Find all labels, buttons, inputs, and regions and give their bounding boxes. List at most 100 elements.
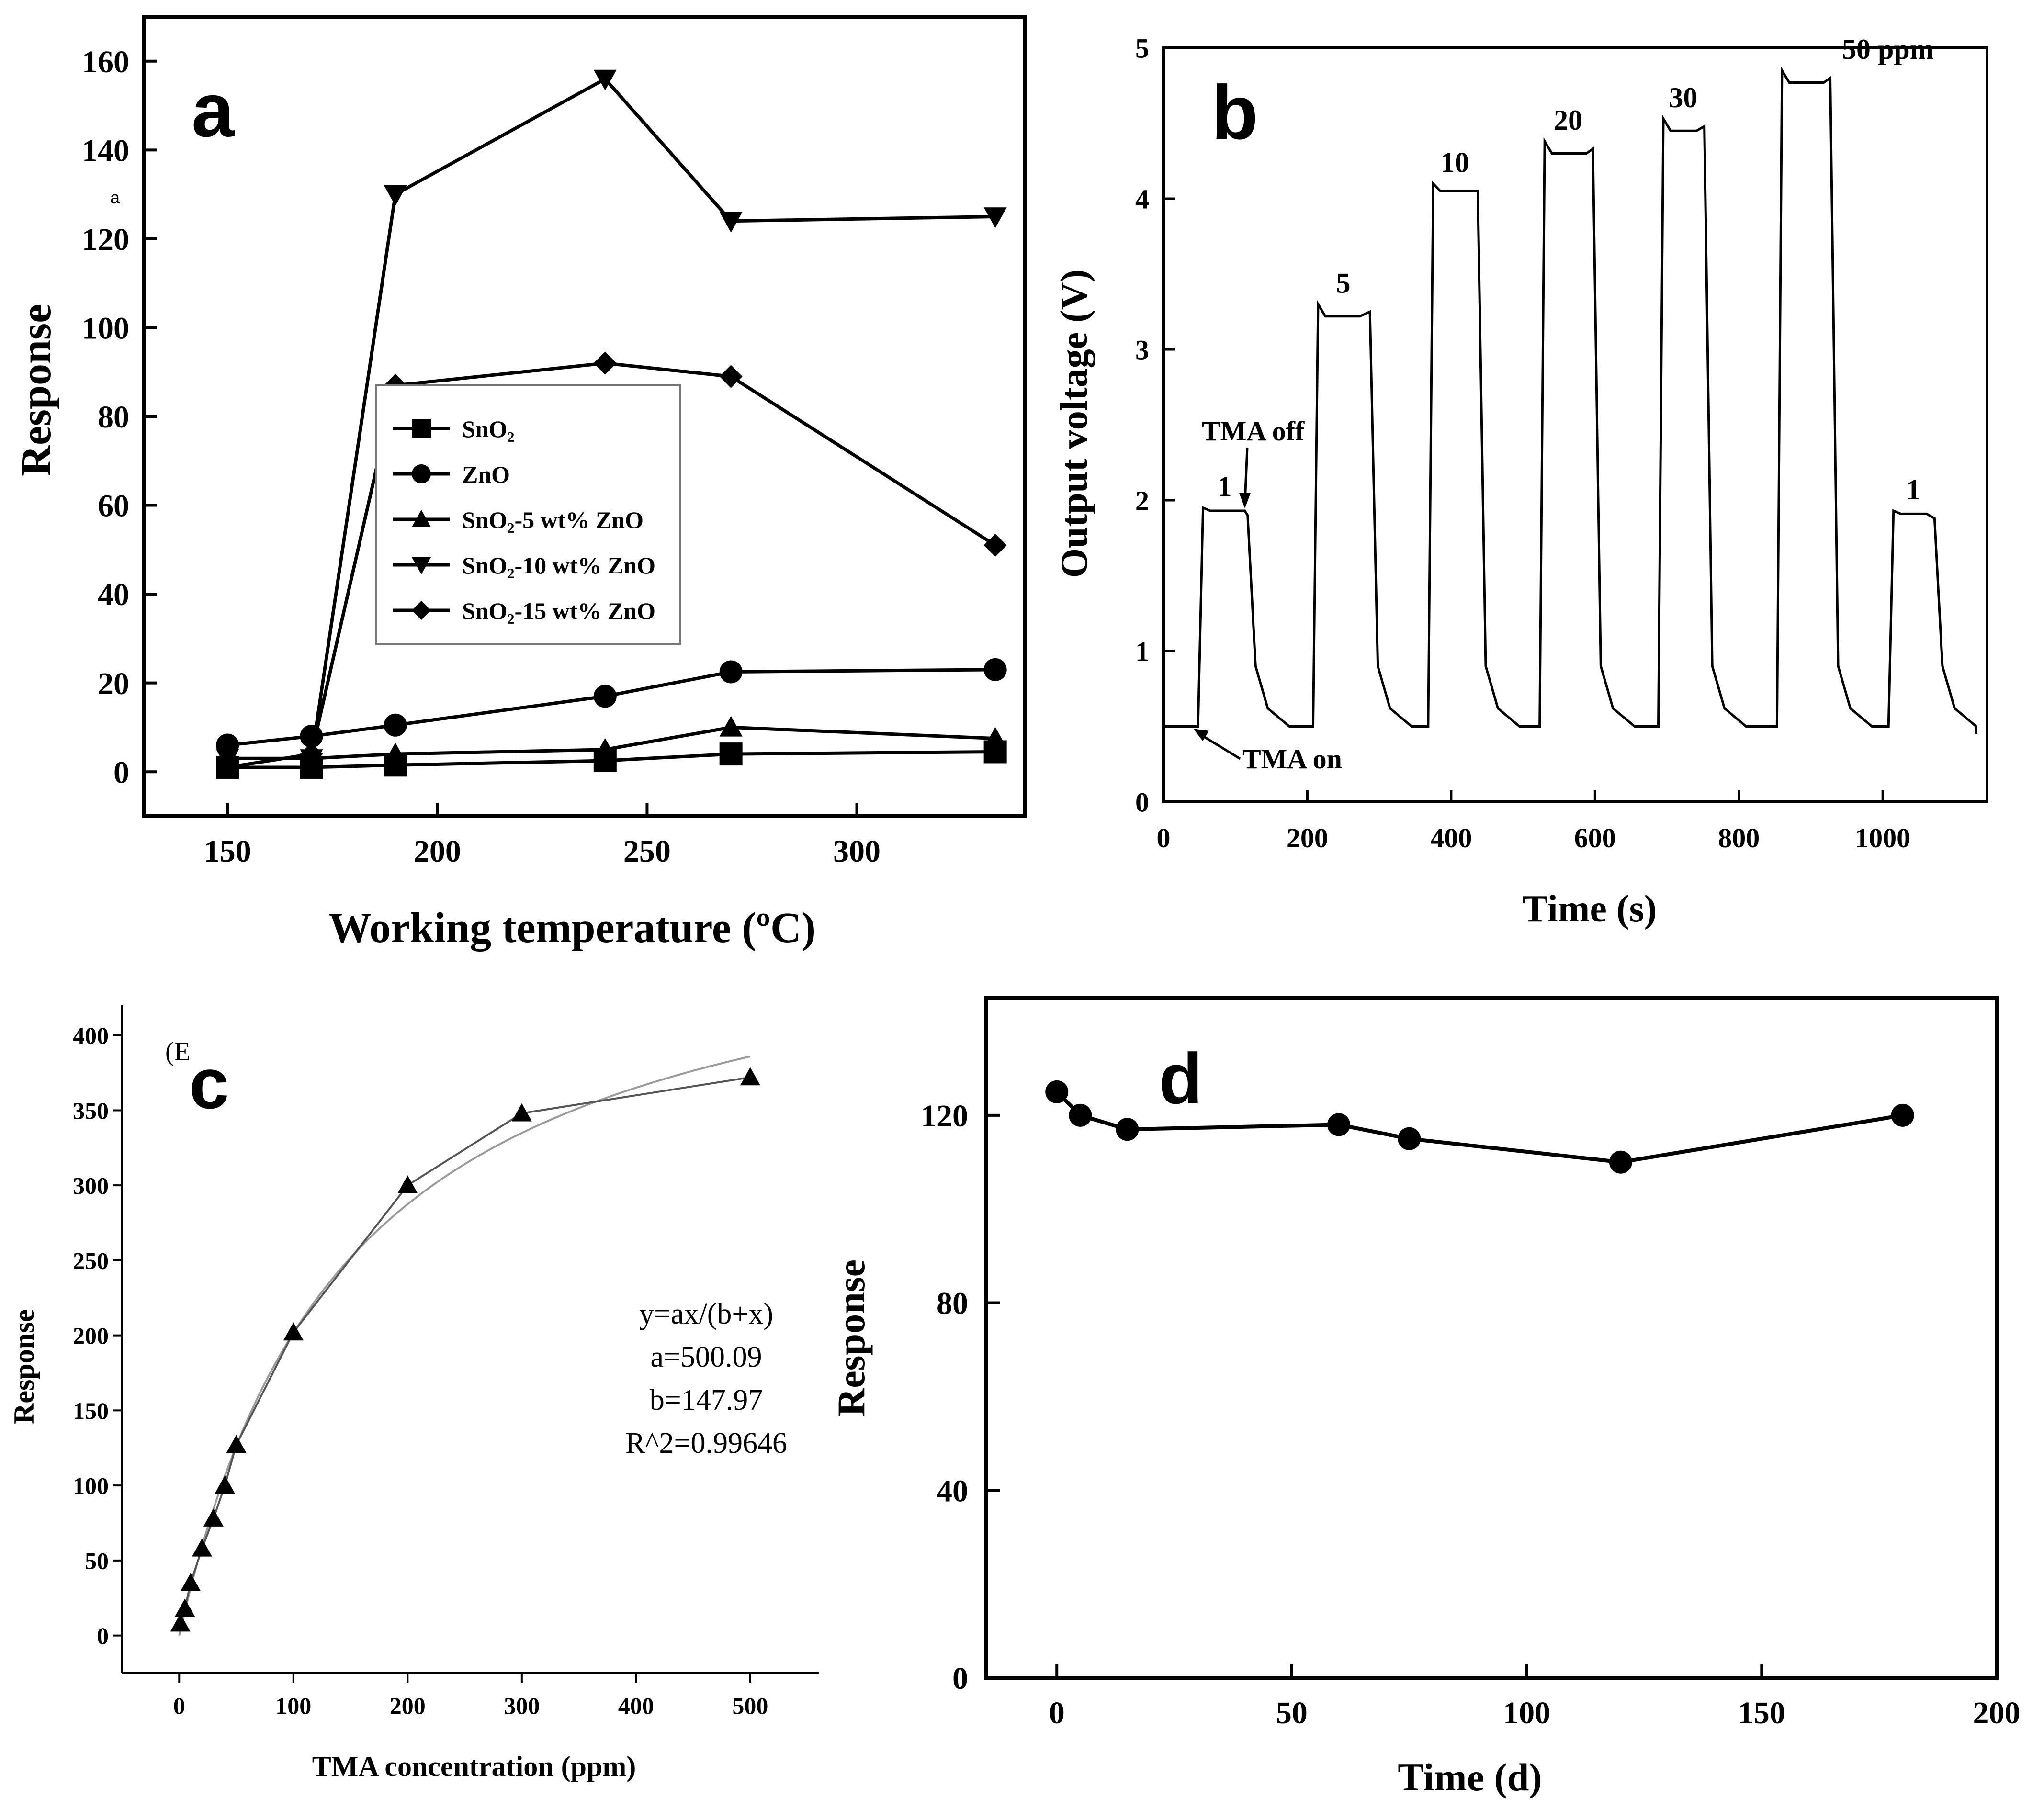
panel-b-pulse-label: 1 [1906, 474, 1920, 506]
panel-b-y-tick-label: 1 [1135, 636, 1149, 667]
panel-a-point [384, 742, 407, 764]
panel-a-legend-marker [412, 464, 431, 483]
panel-b-pulse-label: 5 [1336, 267, 1351, 299]
panel-c-point [226, 1435, 247, 1453]
panel-a-y-tick-label: 160 [82, 45, 129, 79]
panel-d-xlabel: Time (d) [1398, 1755, 1542, 1799]
panel-b-arrowhead-tma-on [1193, 729, 1209, 741]
panel-d-label: d [1159, 1038, 1203, 1119]
panel-a-legend-marker [412, 510, 431, 527]
panel-d-marks [1045, 1080, 1914, 1174]
panel-b-trace [1163, 66, 1977, 734]
panel-a-ylabel: Response [12, 304, 60, 476]
panel-c-point [203, 1508, 224, 1527]
panel-a-y-tick-label: 60 [98, 489, 129, 524]
panel-a-y-tick-label: 0 [113, 755, 129, 790]
panel-b-y-tick-label: 4 [1135, 183, 1149, 214]
panel-d-x-tick-label: 0 [1049, 1696, 1065, 1730]
panel-d-x-tick-label: 50 [1276, 1696, 1308, 1730]
panel-a-point [384, 185, 407, 206]
panel-c-y-tick-label: 350 [73, 1097, 109, 1124]
panel-a-xticks: 150 200 250 300 [204, 803, 881, 869]
panel-a-series-line [227, 668, 995, 747]
panel-c-x-tick-label: 500 [732, 1692, 768, 1719]
panel-c-marks [170, 1067, 760, 1632]
panel-a-legend-label: SnO₂-5 wt% ZnO [462, 506, 644, 533]
panel-a-series-line [227, 361, 996, 769]
panel-a-point [983, 207, 1007, 228]
panel-c-y-tick-label: 50 [85, 1547, 109, 1574]
panel-c-y-tick-label: 150 [73, 1397, 109, 1424]
panel-b-y-tick-label: 2 [1135, 485, 1149, 516]
panel-a-label: a [192, 67, 235, 153]
panel-c-y-tick-label: 200 [73, 1322, 109, 1349]
panel-a-legend: SnO₂ ZnO SnO₂-5 wt% ZnO SnO₂-10 wt% ZnO SnO₂… [375, 384, 681, 645]
panel-c-equation-line: b=147.97 [650, 1384, 763, 1416]
panel-a-legend-marker [412, 601, 431, 620]
panel-b-pulse-label: 1 [1218, 471, 1232, 503]
panel-a-legend-marker [412, 419, 431, 438]
panel-a-point [593, 69, 617, 90]
panel-a-point [983, 727, 1007, 748]
panel-b-x-tick-label: 200 [1287, 822, 1328, 854]
panel-d-point [1891, 1103, 1914, 1127]
panel-a-xlabel: Working temperature (ºC) [328, 904, 816, 952]
panel-c-equation-line: R^2=0.99646 [625, 1427, 787, 1460]
panel-d-y-tick-label: 0 [952, 1661, 968, 1696]
panel-b-voltage-trace [1163, 66, 1977, 734]
panel-b-y-tick-label: 3 [1135, 334, 1149, 365]
panel-b-label: b [1211, 69, 1258, 155]
panel-d-xticks: 0 50 100 150 200 [1049, 1664, 2021, 1730]
panel-b-x-tick-label: 1000 [1855, 822, 1910, 854]
panel-b-pulse-label: 30 [1669, 82, 1697, 113]
panel-c-point [175, 1598, 195, 1617]
panel-a-point [593, 351, 617, 375]
panel-d-y-tick-label: 40 [937, 1473, 968, 1508]
panel-b-xticks: 0 200 400 600 800 1000 [1157, 790, 1910, 854]
panel-c-equation-line: y=ax/(b+x) [639, 1298, 773, 1330]
panel-c-point [511, 1103, 532, 1122]
panel-d-x-tick-label: 200 [1973, 1696, 2021, 1730]
panel-c-point [283, 1322, 304, 1341]
panel-b-pulse-label: 50 ppm [1842, 34, 1934, 65]
panel-c-x-tick-label: 400 [618, 1692, 654, 1719]
panel-a-x-tick-label: 300 [833, 834, 881, 869]
panel-d-x-tick-label: 150 [1738, 1696, 1785, 1730]
panel-c-stray-mark: (E [165, 1037, 191, 1067]
panel-c-x-tick-label: 100 [275, 1692, 311, 1719]
panel-d-yticks: 0 40 80 120 [921, 1099, 1000, 1696]
panel-c-xlabel: TMA concentration (ppm) [312, 1751, 636, 1782]
panel-b: 0 200 400 600 800 1000 0 1 2 3 4 5 Time (s) Output… [1053, 33, 1988, 930]
panel-c-point [397, 1175, 418, 1193]
panel-c-y-tick-label: 250 [73, 1247, 109, 1274]
panel-a-y-tick-label: 100 [82, 311, 129, 346]
panel-d-x-tick-label: 100 [1503, 1696, 1550, 1730]
panel-a-y-tick-label: 80 [98, 400, 129, 435]
panel-c-y-tick-label: 100 [73, 1472, 109, 1499]
panel-d-frame [984, 996, 1999, 1680]
panel-d-point [1045, 1080, 1069, 1103]
panel-a-series-line [227, 750, 995, 769]
panel-b-x-tick-label: 600 [1574, 822, 1616, 854]
panel-a-point [593, 685, 617, 708]
panel-c-xticks: 0 100 200 300 400 500 [173, 1673, 768, 1719]
panel-a-point [719, 365, 743, 388]
panel-b-xlabel: Time (s) [1523, 888, 1657, 930]
panel-a-legend-label: SnO₂ [462, 416, 515, 442]
panel-b-pulse-label: 10 [1440, 146, 1469, 178]
panel-a-series-line [227, 77, 995, 760]
panel-b-arrowhead-tma-off [1239, 493, 1251, 508]
panel-c-equation-line: a=500.09 [651, 1341, 762, 1373]
panel-b-x-tick-label: 0 [1157, 822, 1171, 854]
panel-c-y-tick-label: 0 [97, 1622, 109, 1649]
panel-b-pulse-label: 20 [1554, 104, 1582, 136]
panel-c-x-tick-label: 300 [504, 1692, 540, 1719]
panel-a-point [719, 742, 743, 766]
panel-a-point [593, 738, 617, 759]
panel-a-point [719, 716, 743, 737]
panel-c-ylabel: Response [8, 1309, 40, 1424]
panel-d-point [1327, 1113, 1351, 1136]
panel-a-point [983, 534, 1007, 557]
